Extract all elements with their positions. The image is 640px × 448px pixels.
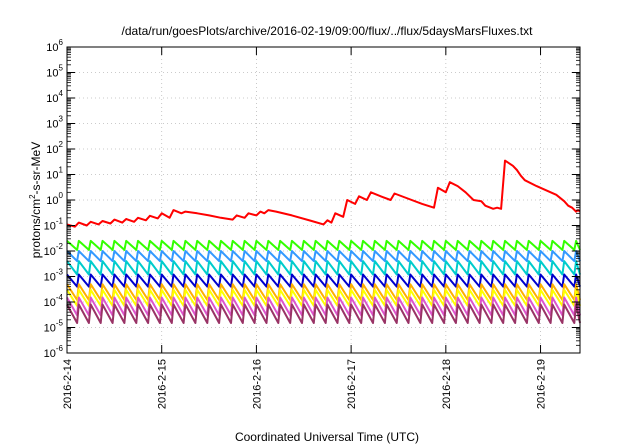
x-axis-label: Coordinated Universal Time (UTC) <box>235 430 419 444</box>
y-tick-label: 10-2 <box>44 242 64 258</box>
axis-ticks: 10-6 10-5 10-4 10-3 10-2 10-1 100 101 102 103 104 1… <box>44 38 580 409</box>
y-tick-label: 10-5 <box>44 319 64 335</box>
y-axis-label-superscript: 2 <box>28 194 37 199</box>
series-line-3 <box>66 250 581 263</box>
series-line-5 <box>66 273 581 288</box>
y-tick-label: 106 <box>46 38 63 54</box>
x-tick-label: 2016-2-18 <box>441 359 453 409</box>
series-line-2 <box>66 239 581 251</box>
y-tick-label: 10-3 <box>44 268 64 284</box>
x-tick-label: 2016-2-15 <box>157 359 169 409</box>
y-tick-label: 103 <box>46 115 63 131</box>
x-tick-label: 2016-2-16 <box>251 359 263 409</box>
y-tick-label: 100 <box>46 191 63 207</box>
x-tick-label: 2016-2-17 <box>346 359 358 409</box>
y-axis-label-rest: -s-sr-MeV <box>29 142 43 195</box>
y-tick-label: 101 <box>46 166 63 182</box>
series-line-9 <box>66 303 581 324</box>
y-tick-label: 10-6 <box>44 344 64 360</box>
y-tick-label: 102 <box>46 140 63 156</box>
y-axis-label-base: protons/cm <box>29 199 43 258</box>
x-tick-label: 2016-2-19 <box>536 359 548 409</box>
chart-title: /data/run/goesPlots/archive/2016-02-19/0… <box>122 24 534 38</box>
data-series <box>66 159 581 324</box>
x-tick-label: 2016-2-14 <box>62 359 74 409</box>
y-tick-label: 10-1 <box>44 217 64 233</box>
y-tick-label: 104 <box>46 89 63 105</box>
series-line-4 <box>66 260 581 276</box>
series-line-1 <box>66 159 581 228</box>
y-axis-label: protons/cm2-s-sr-MeV <box>28 142 43 258</box>
y-tick-label: 105 <box>46 64 63 80</box>
y-tick-label: 10-4 <box>44 293 64 309</box>
